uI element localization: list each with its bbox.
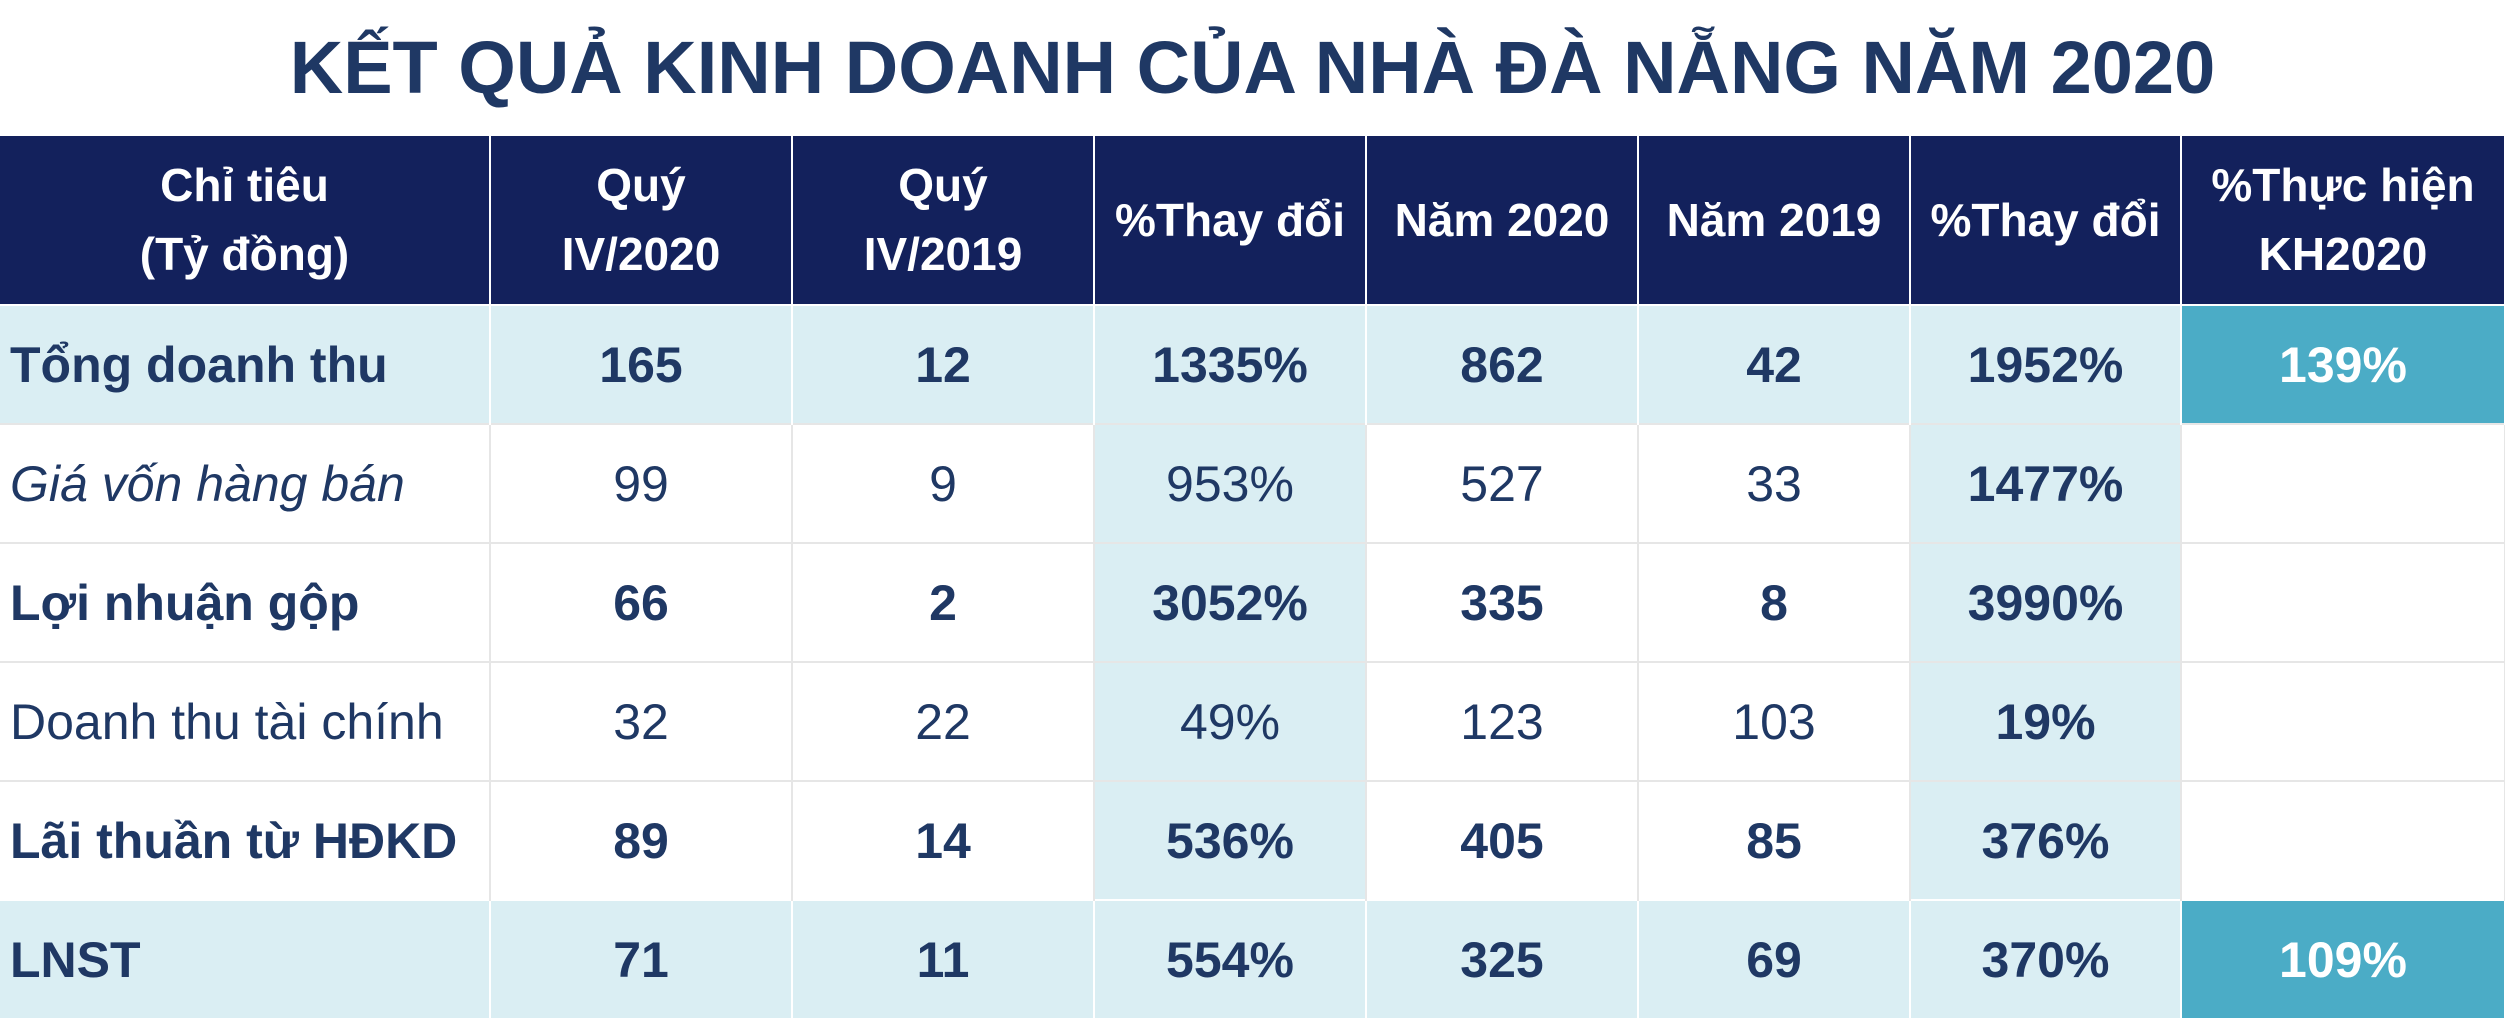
table-cell: 1477% <box>1910 423 2182 543</box>
header-text: Quý <box>596 159 686 211</box>
table-cell: 405 <box>1366 780 1639 900</box>
header-cell: Năm 2020 <box>1366 136 1639 305</box>
table-cell: 19% <box>1910 661 2182 781</box>
row-label: Lãi thuần từ HĐKD <box>0 780 491 900</box>
table-cell: 325 <box>1366 899 1639 1018</box>
table-cell: 42 <box>1638 304 1911 424</box>
table-cell: 165 <box>490 304 793 424</box>
table-cell <box>2181 780 2505 900</box>
table-cell: 14 <box>792 780 1095 900</box>
table-row: Giá vốn hàng bán 99 9 953% 527 33 1477% <box>0 423 2505 543</box>
table-cell <box>2181 423 2505 543</box>
title: KẾT QUẢ KINH DOANH CỦA NHÀ ĐÀ NẴNG NĂM 2… <box>289 26 2216 109</box>
table-row: LNST 71 11 554% 325 69 370% 109% <box>0 899 2505 1018</box>
results-table: Chỉ tiêu (Tỷ đồng) Quý IV/2020 Quý IV/2019 %Th… <box>0 136 2505 1018</box>
table-body: Tổng doanh thu 165 12 1335% 862 42 1952% 139% Gi… <box>0 304 2505 1018</box>
table-cell: 335 <box>1366 542 1639 662</box>
row-label: Tổng doanh thu <box>0 304 491 424</box>
header-text: IV/2019 <box>863 228 1023 280</box>
table-cell: 99 <box>490 423 793 543</box>
header-text: Năm 2020 <box>1394 193 1610 246</box>
table-cell <box>2181 542 2505 662</box>
row-label: LNST <box>0 899 491 1018</box>
table-cell: 1335% <box>1094 304 1367 424</box>
table-cell: 123 <box>1366 661 1639 781</box>
header-row: Chỉ tiêu (Tỷ đồng) Quý IV/2020 Quý IV/2019 %Th… <box>0 136 2505 305</box>
table-cell: 536% <box>1094 780 1367 900</box>
table-cell: 2 <box>792 542 1095 662</box>
header-cell: Năm 2019 <box>1638 136 1911 305</box>
header-text: Quý <box>898 159 988 211</box>
table-row: Lãi thuần từ HĐKD 89 14 536% 405 85 376% <box>0 780 2505 900</box>
table-cell: 11 <box>792 899 1095 1018</box>
table-cell <box>2181 661 2505 781</box>
table-cell: 103 <box>1638 661 1911 781</box>
table-cell: 527 <box>1366 423 1639 543</box>
table-cell: 370% <box>1910 899 2182 1018</box>
table-cell: 22 <box>792 661 1095 781</box>
header-cell: %Thực hiện KH2020 <box>2181 136 2505 305</box>
header-text: KH2020 <box>2258 228 2428 280</box>
table-cell: 69 <box>1638 899 1911 1018</box>
table-cell: 66 <box>490 542 793 662</box>
table-cell: 3990% <box>1910 542 2182 662</box>
table-cell: 33 <box>1638 423 1911 543</box>
row-label: Giá vốn hàng bán <box>0 423 491 543</box>
header-cell: Quý IV/2019 <box>792 136 1095 305</box>
table-cell: 554% <box>1094 899 1367 1018</box>
table-cell: 376% <box>1910 780 2182 900</box>
row-label: Doanh thu tài chính <box>0 661 491 781</box>
header-text: Chỉ tiêu <box>160 159 329 211</box>
header-cell: %Thay đổi <box>1094 136 1367 305</box>
table-row: Doanh thu tài chính 32 22 49% 123 103 19% <box>0 661 2505 781</box>
header-text: (Tỷ đồng) <box>139 228 350 280</box>
table-cell: 3052% <box>1094 542 1367 662</box>
table-cell: 1952% <box>1910 304 2182 424</box>
header-cell: Chỉ tiêu (Tỷ đồng) <box>0 136 491 305</box>
header-cell: %Thay đổi <box>1910 136 2182 305</box>
header-text: Năm 2019 <box>1666 193 1882 246</box>
table-cell: 12 <box>792 304 1095 424</box>
table-cell: 953% <box>1094 423 1367 543</box>
table-row: Lợi nhuận gộp 66 2 3052% 335 8 3990% <box>0 542 2505 662</box>
header-text: %Thực hiện <box>2211 159 2475 211</box>
table-cell: 85 <box>1638 780 1911 900</box>
header-text: %Thay đổi <box>1930 193 2161 246</box>
table-cell: 32 <box>490 661 793 781</box>
table-cell: 109% <box>2181 899 2505 1018</box>
header-cell: Quý IV/2020 <box>490 136 793 305</box>
table-cell: 8 <box>1638 542 1911 662</box>
header-text: %Thay đổi <box>1114 193 1346 246</box>
table-row: Tổng doanh thu 165 12 1335% 862 42 1952% 139% <box>0 304 2505 424</box>
table-cell: 71 <box>490 899 793 1018</box>
table-cell: 49% <box>1094 661 1367 781</box>
table-cell: 89 <box>490 780 793 900</box>
header-text: IV/2020 <box>561 228 721 280</box>
table-cell: 9 <box>792 423 1095 543</box>
table-cell: 139% <box>2181 304 2505 424</box>
table-cell: 862 <box>1366 304 1639 424</box>
row-label: Lợi nhuận gộp <box>0 542 491 662</box>
